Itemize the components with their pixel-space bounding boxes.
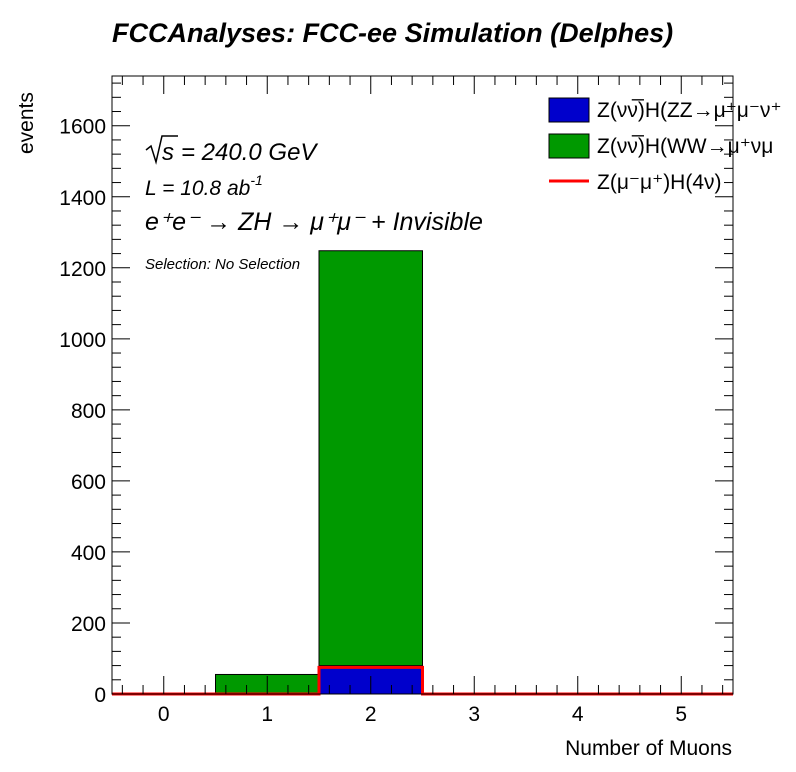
x-tick-label-2: 2 bbox=[365, 703, 377, 726]
sqrt-symbol bbox=[145, 135, 178, 165]
y-tick-label-800: 800 bbox=[71, 400, 106, 423]
y-tick-labels-group: 0 200 400 600 800 1000 1200 1400 1600 bbox=[59, 116, 106, 707]
legend-swatch-green bbox=[548, 133, 590, 159]
y-tick-label-0: 0 bbox=[94, 684, 106, 707]
lumi-text: L = 10.8 ab bbox=[145, 177, 251, 200]
y-tick-label-1200: 1200 bbox=[59, 258, 106, 281]
y-ticks-group bbox=[112, 82, 733, 695]
sqrt-s-letter: s bbox=[162, 139, 174, 166]
plot-frame bbox=[111, 75, 734, 695]
x-tick-label-1: 1 bbox=[261, 703, 273, 726]
legend-label-red: Z(μ⁻μ⁺)H(4ν) bbox=[597, 171, 722, 194]
y-tick-label-1400: 1400 bbox=[59, 187, 106, 210]
chart-title: FCCAnalyses: FCC-ee Simulation (Delphes) bbox=[112, 18, 674, 48]
sqrt-s-value: = 240.0 GeV bbox=[181, 139, 318, 166]
legend-label-green: Z(νν̅)H(WW→μ⁺νμ bbox=[597, 135, 773, 158]
x-tick-label-0: 0 bbox=[158, 703, 170, 726]
bars-group bbox=[215, 250, 423, 695]
sqrt-s-annotation: s = 240.0 GeV bbox=[145, 135, 318, 166]
selection-annotation: Selection: No Selection bbox=[145, 256, 300, 273]
y-tick-label-1600: 1600 bbox=[59, 116, 106, 139]
x-tick-label-3: 3 bbox=[468, 703, 480, 726]
y-axis-title: events bbox=[15, 92, 38, 154]
bar-series1-bin-2 bbox=[318, 250, 423, 667]
y-tick-label-1000: 1000 bbox=[59, 329, 106, 352]
x-ticks-group bbox=[121, 76, 724, 694]
x-tick-label-5: 5 bbox=[675, 703, 687, 726]
x-axis-title: Number of Muons bbox=[565, 737, 732, 760]
legend: Z(νν̅)H(ZZ→μ⁺μ⁻ν⁺ Z(νν̅)H(WW→μ⁺νμ Z(μ⁻μ⁺… bbox=[548, 97, 782, 194]
x-tick-labels-group: 0 1 2 3 4 5 bbox=[158, 703, 687, 726]
x-tick-label-4: 4 bbox=[572, 703, 584, 726]
lumi-exponent: -1 bbox=[250, 172, 262, 188]
legend-label-blue: Z(νν̅)H(ZZ→μ⁺μ⁻ν⁺ bbox=[597, 99, 782, 122]
y-tick-label-400: 400 bbox=[71, 542, 106, 565]
luminosity-annotation: L = 10.8 ab-1 bbox=[145, 172, 263, 200]
y-tick-label-200: 200 bbox=[71, 613, 106, 636]
process-annotation: e⁺e⁻ → ZH → μ⁺μ⁻ + Invisible bbox=[145, 208, 483, 236]
y-tick-label-600: 600 bbox=[71, 471, 106, 494]
legend-swatch-blue bbox=[548, 97, 590, 123]
